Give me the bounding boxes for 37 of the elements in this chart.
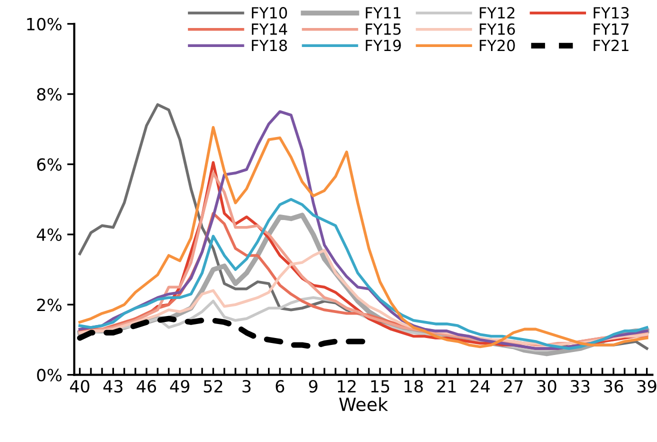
x-tick-label: 39: [638, 380, 656, 393]
x-tick-label: 21: [437, 380, 456, 392]
legend-label: FY18: [252, 40, 287, 52]
y-tick-label: 10%: [27, 18, 62, 30]
x-tick-label: 43: [103, 380, 122, 393]
legend-label: FY15: [366, 24, 401, 35]
x-tick-label: 9: [309, 380, 318, 393]
y-tick-label: 2%: [37, 298, 62, 312]
legend-label: FY10: [252, 7, 287, 19]
legend-label: FY12: [480, 7, 514, 18]
x-tick-label: 15: [371, 380, 390, 393]
x-tick-label: 30: [537, 380, 556, 393]
y-tick-label: 4%: [36, 228, 62, 242]
x-tick-label: 33: [570, 380, 590, 393]
x-tick-label: 24: [470, 380, 490, 392]
legend-label: FY19: [366, 40, 401, 52]
legend-label: FY20: [480, 40, 515, 52]
x-tick-label: 49: [170, 380, 190, 393]
y-tick-label: 6%: [37, 158, 62, 171]
legend-label: FY11: [366, 7, 401, 18]
x-axis-title: Week: [339, 397, 388, 412]
x-tick-label: 52: [204, 380, 222, 393]
y-tick-label: 0%: [37, 368, 62, 382]
x-tick-label: 36: [604, 380, 624, 393]
x-tick-label: 18: [404, 380, 423, 393]
legend-label: FY21: [594, 40, 628, 52]
x-tick-label: 3: [242, 380, 251, 393]
text: FY17: [594, 24, 629, 35]
legend-label: FY14: [252, 24, 288, 35]
legend-label: FY16: [480, 23, 515, 35]
x-tick-label: 6: [276, 380, 284, 393]
legend-label: FY13: [594, 7, 629, 19]
x-tick-label: 12: [338, 380, 356, 392]
x-tick-label: 46: [136, 380, 156, 393]
x-tick-label: 27: [504, 380, 523, 392]
y-tick-label: 8%: [37, 88, 62, 101]
x-tick-label: 40: [70, 380, 90, 393]
